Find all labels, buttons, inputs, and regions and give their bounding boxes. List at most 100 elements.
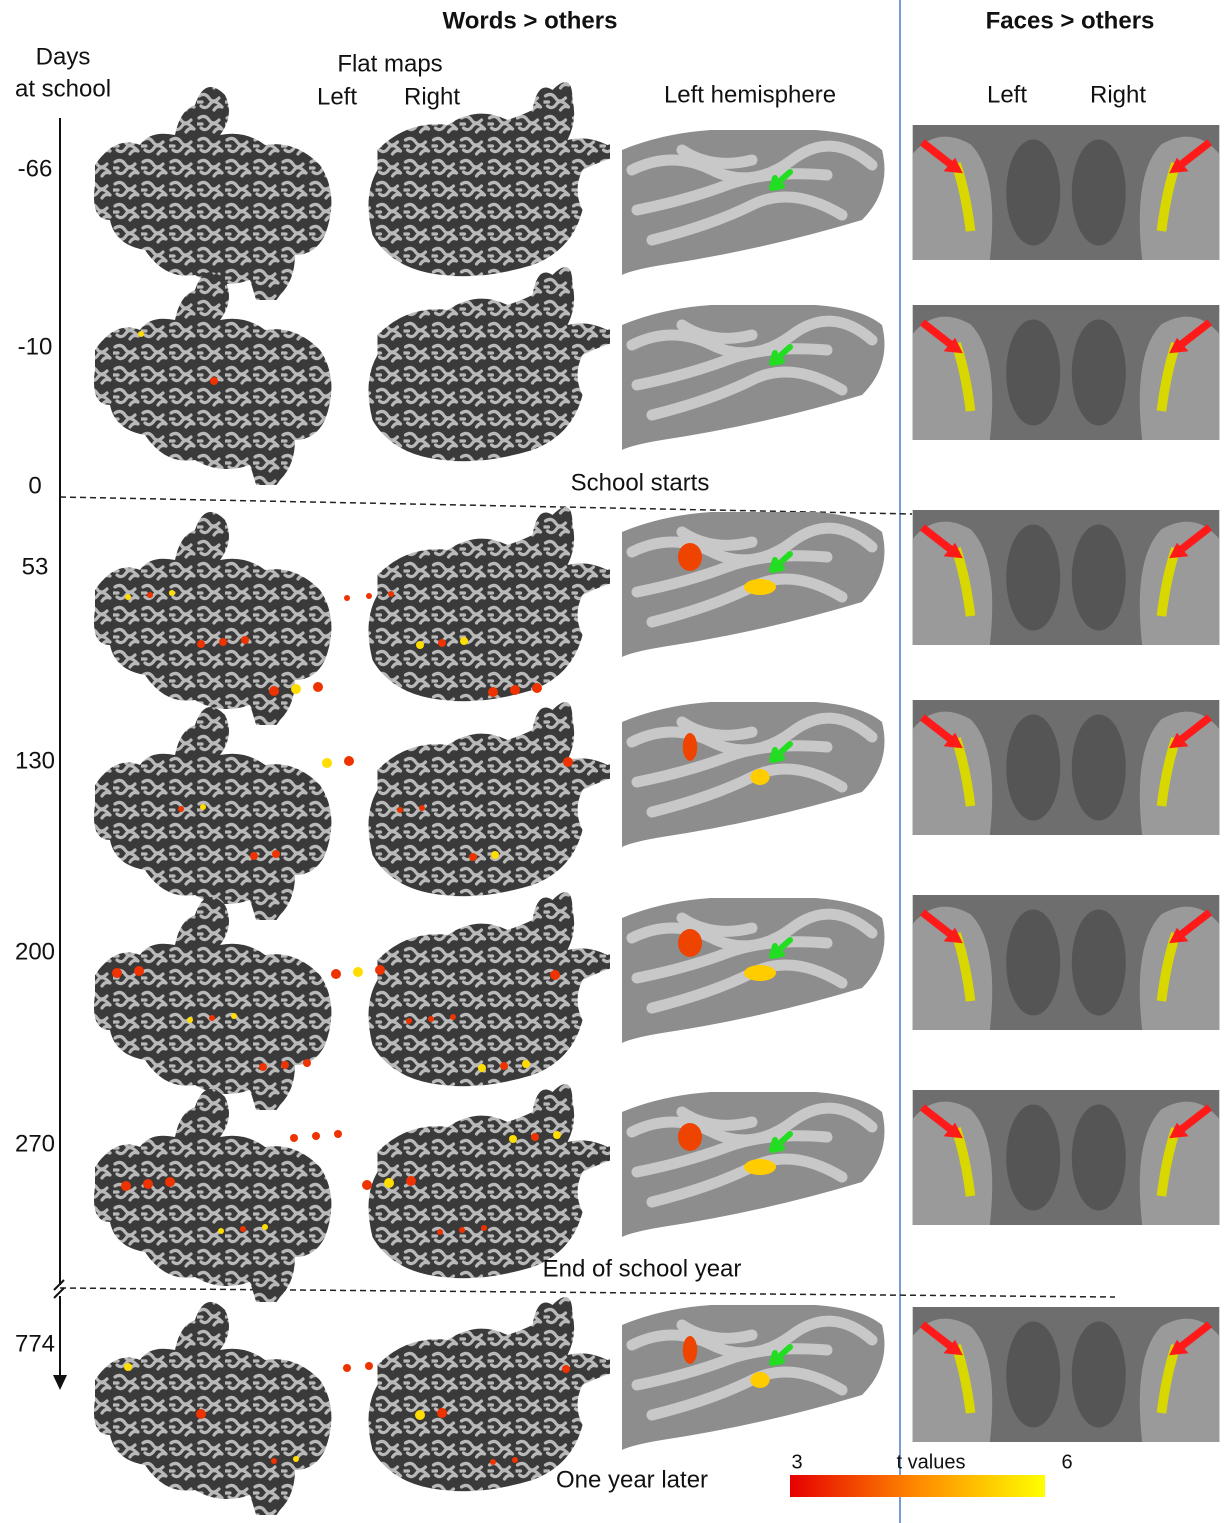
activation bbox=[375, 965, 385, 975]
row-label: -66 bbox=[18, 155, 53, 182]
activation bbox=[291, 684, 301, 694]
activation bbox=[259, 1063, 267, 1071]
flat-map-left bbox=[94, 272, 332, 485]
activation bbox=[388, 591, 394, 597]
activation bbox=[322, 758, 332, 768]
flat-map-right bbox=[368, 1297, 610, 1492]
annotation: End of school year bbox=[543, 1255, 742, 1282]
activation bbox=[419, 805, 425, 811]
row-label: -10 bbox=[18, 333, 53, 360]
activation bbox=[125, 594, 131, 600]
activation bbox=[344, 595, 350, 601]
activation bbox=[124, 1363, 132, 1371]
row-label: 130 bbox=[15, 747, 55, 774]
school-start-line bbox=[59, 496, 913, 515]
activation bbox=[384, 1178, 394, 1188]
column-label: Left hemisphere bbox=[664, 81, 836, 108]
activation bbox=[522, 1060, 530, 1068]
activation bbox=[397, 807, 403, 813]
colorbar-max: 6 bbox=[1061, 1451, 1072, 1473]
flat-map-left bbox=[94, 1302, 332, 1515]
activation bbox=[165, 1177, 175, 1187]
row-label: 53 bbox=[22, 553, 49, 580]
ventral-view bbox=[913, 305, 1220, 440]
activation bbox=[112, 968, 122, 978]
activation bbox=[750, 1372, 770, 1388]
axis-arrow bbox=[53, 1375, 67, 1390]
row-label: 200 bbox=[15, 938, 55, 965]
activation bbox=[219, 638, 227, 646]
activation bbox=[550, 970, 560, 980]
activation bbox=[478, 1064, 486, 1072]
activation bbox=[197, 640, 205, 648]
activation bbox=[241, 636, 249, 644]
activation bbox=[488, 687, 498, 697]
activation bbox=[353, 967, 363, 977]
activation bbox=[682, 1336, 698, 1364]
row-labels: -66 -10 0 53 130 200 270 774 bbox=[15, 155, 55, 1357]
activation bbox=[290, 1134, 298, 1142]
activation bbox=[460, 637, 468, 645]
activation bbox=[231, 1013, 237, 1019]
activation bbox=[169, 590, 175, 596]
words-title: Words > others bbox=[443, 7, 618, 34]
flat-map-left bbox=[94, 512, 332, 725]
activation bbox=[138, 331, 144, 337]
activation bbox=[459, 1227, 465, 1233]
activation bbox=[218, 1228, 224, 1234]
activation bbox=[293, 1456, 299, 1462]
activation bbox=[406, 1018, 412, 1024]
ventral-view bbox=[913, 1307, 1220, 1442]
column-label: Flat maps bbox=[337, 50, 442, 77]
activation bbox=[344, 756, 354, 766]
colorbar-min: 3 bbox=[791, 1451, 802, 1473]
activation bbox=[450, 1014, 456, 1020]
activation bbox=[509, 1135, 517, 1143]
annotation: School starts bbox=[571, 469, 710, 496]
activation bbox=[281, 1061, 289, 1069]
activation bbox=[134, 966, 144, 976]
activation bbox=[562, 1365, 570, 1373]
activation bbox=[196, 1409, 206, 1419]
activation bbox=[512, 1457, 518, 1463]
axis-title: Days bbox=[36, 43, 91, 70]
activation bbox=[678, 929, 702, 957]
activation bbox=[365, 1362, 373, 1370]
row-label: 774 bbox=[15, 1330, 55, 1357]
activation bbox=[312, 1132, 320, 1140]
activation bbox=[210, 377, 218, 385]
activation bbox=[200, 804, 206, 810]
activation bbox=[366, 593, 372, 599]
activation bbox=[744, 579, 776, 595]
column-label: Left bbox=[317, 83, 357, 110]
activation bbox=[469, 853, 477, 861]
faces-title: Faces > others bbox=[986, 7, 1155, 34]
activation bbox=[500, 1062, 508, 1070]
activation bbox=[269, 686, 279, 696]
activation bbox=[272, 850, 280, 858]
column-label: Right bbox=[1090, 81, 1146, 108]
flat-map-right bbox=[368, 267, 610, 462]
activation bbox=[415, 1410, 425, 1420]
column-label: Left bbox=[987, 81, 1027, 108]
hemisphere-view bbox=[622, 129, 885, 275]
activation bbox=[303, 1059, 311, 1067]
flat-map-right bbox=[368, 892, 610, 1087]
flat-map-right bbox=[368, 507, 610, 702]
activation bbox=[313, 682, 323, 692]
annotation: One year later bbox=[556, 1466, 708, 1493]
flat-map-right bbox=[368, 702, 610, 897]
hemisphere-view bbox=[622, 304, 885, 450]
activation bbox=[744, 965, 776, 981]
column-label: Right bbox=[404, 83, 460, 110]
ventral-view bbox=[913, 700, 1220, 835]
activation bbox=[187, 1017, 193, 1023]
activation bbox=[750, 769, 770, 785]
activation bbox=[334, 1130, 342, 1138]
activation bbox=[678, 1123, 702, 1151]
colorbar-label: t values bbox=[897, 1451, 966, 1473]
flat-map-left bbox=[94, 1089, 332, 1302]
activation bbox=[209, 1015, 215, 1021]
ventral-view bbox=[913, 895, 1220, 1030]
school-end-line bbox=[59, 1287, 1116, 1298]
